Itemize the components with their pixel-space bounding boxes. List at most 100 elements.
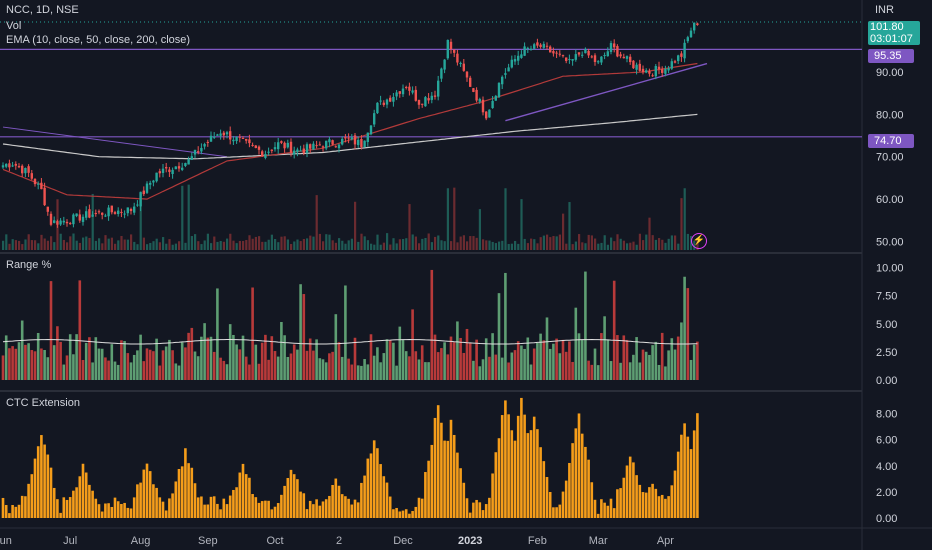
- volume-bar: [462, 235, 465, 250]
- candle-body: [609, 43, 613, 52]
- candle-body: [17, 166, 21, 168]
- ctc-bar: [4, 505, 8, 518]
- price-tick-label: 80.00: [876, 109, 904, 121]
- candle-body: [104, 215, 107, 217]
- volume-bar: [142, 237, 145, 250]
- candle-body: [337, 144, 341, 149]
- volume-bar: [286, 239, 289, 250]
- range-bar: [667, 350, 670, 380]
- candle-body: [581, 54, 584, 56]
- candle-body: [283, 142, 286, 149]
- volume-bar: [677, 243, 680, 250]
- range-bar: [305, 350, 309, 380]
- volume-bar: [101, 243, 104, 250]
- range-bar: [484, 338, 488, 380]
- volume-bar: [514, 240, 517, 250]
- ctc-bar: [555, 507, 558, 518]
- volume-bar: [619, 238, 622, 250]
- volume-bar: [670, 235, 673, 250]
- ctc-bar: [670, 485, 674, 518]
- ctc-bar: [56, 499, 59, 518]
- range-bar: [244, 356, 248, 380]
- candle-body: [241, 137, 245, 139]
- volume-bar: [184, 242, 187, 250]
- ctc-bar: [305, 509, 309, 518]
- range-bar: [558, 353, 562, 380]
- candle-body: [395, 92, 398, 97]
- candle-body: [485, 111, 488, 119]
- ctc-bar: [203, 504, 206, 518]
- range-bar: [142, 361, 146, 380]
- range-bar: [436, 352, 440, 380]
- candle-body: [133, 206, 136, 213]
- level-badge-lower: 74.70: [868, 134, 914, 148]
- candle-body: [331, 140, 334, 145]
- candle-body: [24, 167, 27, 174]
- range-bar: [619, 362, 622, 380]
- volume-bar: [539, 237, 542, 250]
- ctc-bar: [350, 504, 354, 518]
- volume-bar: [590, 235, 593, 250]
- volume-bar: [610, 237, 613, 250]
- candle-body: [603, 55, 606, 57]
- range-bar: [14, 348, 18, 380]
- volume-bar: [194, 234, 197, 250]
- range-bar: [385, 339, 389, 380]
- time-tick-label: Jul: [63, 535, 77, 547]
- candle-body: [597, 61, 600, 63]
- ctc-bar: [254, 497, 258, 518]
- volume-bar: [629, 242, 632, 250]
- ctc-bar: [456, 452, 459, 518]
- candle-body: [149, 182, 152, 185]
- candle-body: [440, 68, 443, 79]
- ctc-bar: [417, 497, 421, 518]
- range-bar: [260, 342, 264, 380]
- ctc-bar: [276, 503, 280, 518]
- range-bar: [225, 364, 229, 380]
- time-tick-label: Aug: [131, 535, 151, 547]
- ctc-bar: [427, 460, 430, 518]
- candle-body: [398, 91, 401, 94]
- volume-bar: [386, 233, 389, 250]
- range-bar: [84, 342, 88, 380]
- ctc-bar: [600, 499, 603, 518]
- ctc-bar: [574, 428, 578, 518]
- volume-bar: [245, 239, 248, 250]
- range-bar: [552, 343, 555, 380]
- volume-bar: [88, 237, 91, 250]
- range-bar: [104, 357, 107, 380]
- volume-bar: [494, 243, 497, 250]
- ctc-bar: [241, 463, 245, 518]
- candle-body: [619, 54, 622, 57]
- range-bar: [494, 354, 498, 380]
- ctc-bar: [78, 476, 82, 518]
- volume-bar: [322, 241, 325, 250]
- ctc-bar: [571, 443, 574, 518]
- candle-body: [689, 30, 693, 38]
- candle-body: [481, 99, 485, 113]
- candle-body: [427, 98, 430, 101]
- ctc-bar: [200, 496, 203, 518]
- range-bar: [148, 349, 152, 380]
- ctc-bar: [27, 483, 30, 518]
- candle-body: [565, 57, 568, 61]
- candle-body: [389, 97, 392, 102]
- ctc-bar: [443, 440, 446, 518]
- candle-body: [145, 183, 149, 193]
- lightning-icon[interactable]: ⚡: [691, 233, 707, 249]
- ctc-bar: [494, 452, 498, 518]
- volume-bar: [261, 241, 264, 250]
- candle-body: [94, 213, 97, 215]
- volume-bar: [229, 233, 232, 250]
- candle-body: [475, 89, 478, 101]
- volume-bar: [421, 238, 424, 250]
- ctc-bar: [107, 503, 110, 518]
- ctc-bar: [696, 413, 699, 518]
- range-bar: [452, 342, 456, 380]
- volume-bar: [584, 243, 587, 250]
- candle-body: [62, 220, 65, 223]
- volume-bar: [203, 240, 206, 250]
- range-bar: [308, 338, 312, 380]
- candle-body: [254, 145, 257, 148]
